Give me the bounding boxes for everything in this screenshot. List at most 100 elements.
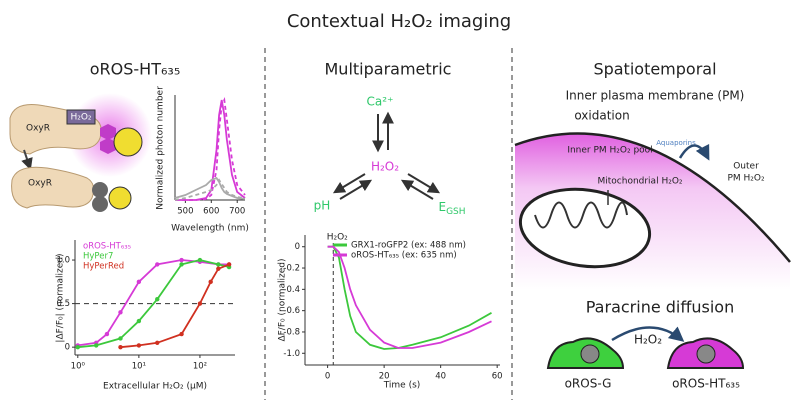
data-point xyxy=(104,331,110,337)
x-tick-label: 500 xyxy=(177,207,193,217)
nucleus xyxy=(696,344,716,364)
ligand xyxy=(113,127,143,157)
data-point xyxy=(179,257,184,263)
chromophore-quenched xyxy=(92,182,108,198)
data-point xyxy=(118,336,123,341)
data-point xyxy=(179,331,184,337)
figure-title: Contextual H₂O₂ imaging xyxy=(287,11,511,32)
x-tick-label: 40 xyxy=(435,372,446,382)
data-point xyxy=(136,279,142,285)
series-line xyxy=(77,259,230,349)
data-point xyxy=(136,343,142,348)
node-label: H₂O₂ xyxy=(371,160,399,174)
panel-text: Mitochondrial H₂O₂ xyxy=(597,177,682,187)
x-tick-label: 0 xyxy=(325,372,330,382)
series-line xyxy=(174,178,246,201)
x-tick-label: 10² xyxy=(193,362,207,372)
x-tick-label: 60 xyxy=(492,372,503,382)
data-point xyxy=(155,340,160,346)
data-point xyxy=(75,344,80,350)
legend-label: HyPerRed xyxy=(83,262,124,272)
series-line xyxy=(327,245,492,350)
panel-text: PM H₂O₂ xyxy=(727,174,765,184)
cell-label: oROS-G xyxy=(565,377,612,391)
data-point xyxy=(155,297,160,302)
panel-heading: Paracrine diffusion xyxy=(586,298,734,317)
data-point xyxy=(118,310,123,315)
node-label: Ca²⁺ xyxy=(367,95,394,109)
cristae xyxy=(534,201,628,229)
data-point xyxy=(93,343,99,348)
panel-text: H₂O₂ xyxy=(634,333,662,347)
x-tick-label: 20 xyxy=(379,372,390,382)
y-tick-label: -0.2 xyxy=(283,264,300,274)
panel-text: Inner plasma membrane (PM) xyxy=(566,89,745,103)
series-line xyxy=(175,99,246,201)
x-tick-label: 10⁰ xyxy=(71,362,86,372)
y-tick-label: -0.6 xyxy=(283,306,300,316)
label-main: E xyxy=(438,200,446,214)
data-point xyxy=(136,318,142,324)
y-tick-label: 0 xyxy=(65,343,70,353)
panel-text: Inner PM H₂O₂ pool xyxy=(567,146,652,156)
h2o2-box xyxy=(66,109,96,125)
y-tick-label: 0.5 xyxy=(56,299,70,309)
x-tick-label: 700 xyxy=(229,207,245,217)
data-point xyxy=(118,344,123,350)
cartoon-label: H₂O₂ xyxy=(70,113,91,123)
node-label: pH xyxy=(314,199,331,213)
x-tick-label: 600 xyxy=(203,207,219,217)
aquaporin-arrow xyxy=(678,143,710,161)
arrow xyxy=(407,173,441,194)
cartoon-label: OxyR xyxy=(26,124,50,134)
y-axis-label: |ΔF/F₀| (normalized) xyxy=(56,253,66,342)
x-tick-label: 10¹ xyxy=(132,362,146,372)
label-subscript: GSH xyxy=(446,207,465,217)
data-point xyxy=(155,262,160,267)
arrow xyxy=(339,179,373,200)
y-tick-label: 1.0 xyxy=(56,256,70,266)
sensor-cartoon: H₂O₂ OxyR OxyR xyxy=(9,93,152,212)
y-tick-label: -0.4 xyxy=(283,285,300,295)
arrow xyxy=(400,179,434,200)
nucleus xyxy=(580,344,600,364)
data-point xyxy=(226,262,232,267)
data-point xyxy=(216,266,221,271)
panel-heading: Multiparametric xyxy=(325,60,452,79)
node-label: EGSH xyxy=(438,200,465,217)
legend-label: oROS-HT₆₃₅ xyxy=(83,242,131,252)
chromophore xyxy=(100,138,116,154)
data-point xyxy=(197,301,203,306)
data-point xyxy=(179,262,184,267)
diffusion-arrow xyxy=(611,326,685,342)
oxyr-shape xyxy=(11,166,95,209)
arrow xyxy=(332,173,366,194)
cartoon-label: OxyR xyxy=(28,179,52,189)
cell-label: oROS-HT₆₃₅ xyxy=(672,377,740,391)
series-line xyxy=(120,263,230,349)
y-axis-label: Normalized photon number xyxy=(156,86,166,210)
panel-text: Outer xyxy=(733,162,759,172)
series-line xyxy=(174,176,246,200)
chromophore-quenched xyxy=(92,196,108,212)
x-axis-label: Wavelength (nm) xyxy=(171,224,249,234)
y-tick-label: -1.0 xyxy=(283,349,300,359)
panel-text: Aquaporins xyxy=(656,139,696,147)
y-tick-label: 0 xyxy=(295,242,300,252)
panel-heading: Spatiotemporal xyxy=(593,60,716,79)
chromophore xyxy=(100,124,116,140)
y-tick-label: -0.8 xyxy=(283,327,300,337)
data-point xyxy=(208,279,213,285)
arrow xyxy=(21,149,33,171)
data-point xyxy=(216,262,221,267)
series-line xyxy=(327,245,492,349)
data-point xyxy=(197,257,203,263)
legend-label: oROS-HT₆₃₅ (ex: 635 nm) xyxy=(351,251,457,261)
x-axis-label: Extracellular H₂O₂ (μM) xyxy=(103,382,207,392)
panel-heading: oROS-HT₆₃₅ xyxy=(90,60,180,79)
y-axis-label: ΔF/F₀ (normalized) xyxy=(278,258,288,341)
legend-label: GRX1-roGFP2 (ex: 488 nm) xyxy=(351,241,466,251)
annotation: H₂O₂ xyxy=(327,233,348,243)
panel-text: oxidation xyxy=(574,109,629,123)
